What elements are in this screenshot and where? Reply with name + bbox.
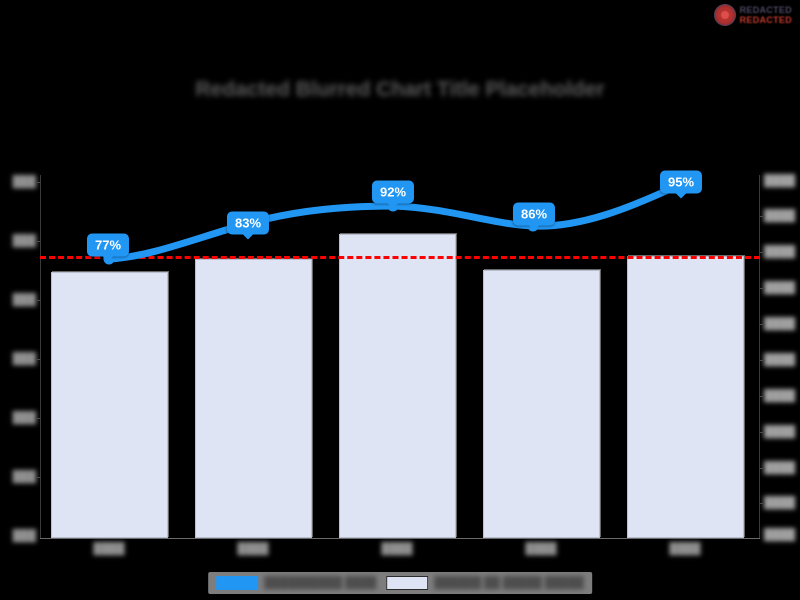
y-tick-right-1: ████ (764, 210, 796, 222)
brand-logo: REDACTED REDACTED (713, 4, 792, 26)
legend-swatch-line-icon (216, 576, 259, 590)
y-tick-right-10: ████ (764, 529, 796, 541)
data-label-0: 77% (86, 233, 130, 262)
y-tick-right-3: ████ (764, 282, 796, 294)
legend-label-line: ██████████ ████ (264, 577, 377, 589)
bar-series-point-1[interactable] (195, 259, 312, 538)
y-axis-right-line (759, 175, 760, 538)
legend-item-line[interactable]: ██████████ ████ (216, 576, 376, 590)
logo-line-1: REDACTED (739, 4, 792, 15)
y-tick-mark-right (760, 396, 765, 397)
y-tick-mark-right (760, 503, 765, 504)
y-tick-right-2: ████ (764, 246, 796, 258)
x-tick-label-4: ████ (669, 543, 701, 555)
y-tick-mark-left (35, 418, 40, 419)
y-tick-right-7: ████ (764, 426, 796, 438)
legend-item-bar[interactable]: ██████ ██ █████ █████ (386, 576, 584, 590)
y-tick-left-6: ███ (12, 530, 36, 542)
bar-series-point-0[interactable] (51, 272, 168, 538)
plot-area (40, 175, 760, 538)
y-tick-left-0: ███ (12, 176, 36, 188)
bar-series-point-4[interactable] (627, 256, 744, 538)
y-tick-left-1: ███ (12, 235, 36, 247)
y-tick-mark-right (760, 216, 765, 217)
reference-line (40, 256, 760, 259)
data-label-3: 86% (512, 202, 556, 231)
data-label-4: 95% (659, 170, 703, 199)
chart-legend: ██████████ ████ ██████ ██ █████ █████ (208, 572, 592, 594)
logo-wordmark: REDACTED REDACTED (739, 4, 792, 25)
y-tick-mark-left (35, 241, 40, 242)
y-axis-left-line (40, 175, 41, 538)
bar-series-point-2[interactable] (339, 234, 456, 538)
y-tick-right-5: ████ (764, 354, 796, 366)
y-tick-right-6: ████ (764, 390, 796, 402)
y-tick-right-9: ████ (764, 497, 796, 509)
y-tick-mark-right (760, 432, 765, 433)
y-tick-mark-right (760, 360, 765, 361)
bar-series-point-3[interactable] (483, 270, 600, 538)
y-tick-mark-right (760, 468, 765, 469)
chart-title: Redacted Blurred Chart Title Placeholder (195, 78, 605, 101)
y-tick-left-2: ███ (12, 294, 36, 306)
y-tick-right-4: ████ (764, 318, 796, 330)
y-tick-mark-left (35, 300, 40, 301)
y-tick-left-3: ███ (12, 353, 36, 365)
data-label-1: 83% (226, 211, 270, 240)
circular-burst-logo-icon (713, 4, 736, 26)
y-tick-mark-right (760, 324, 765, 325)
y-tick-left-4: ███ (12, 412, 36, 424)
y-tick-mark-right (760, 288, 765, 289)
y-tick-mark-left (35, 477, 40, 478)
y-tick-mark-left (35, 359, 40, 360)
logo-line-2: REDACTED (739, 14, 792, 25)
y-tick-mark-left (35, 182, 40, 183)
x-tick-label-0: ████ (93, 543, 125, 555)
data-label-2: 92% (371, 180, 415, 209)
y-tick-right-0: ████ (764, 175, 796, 187)
y-tick-mark-right (760, 252, 765, 253)
x-axis-line (40, 538, 760, 539)
x-tick-label-3: ████ (525, 543, 557, 555)
legend-swatch-bar-icon (386, 576, 429, 590)
y-tick-left-5: ███ (12, 471, 36, 483)
legend-label-bar: ██████ ██ █████ █████ (434, 577, 584, 589)
x-tick-label-1: ████ (237, 543, 269, 555)
x-tick-label-2: ████ (381, 543, 413, 555)
y-tick-right-8: ████ (764, 462, 796, 474)
